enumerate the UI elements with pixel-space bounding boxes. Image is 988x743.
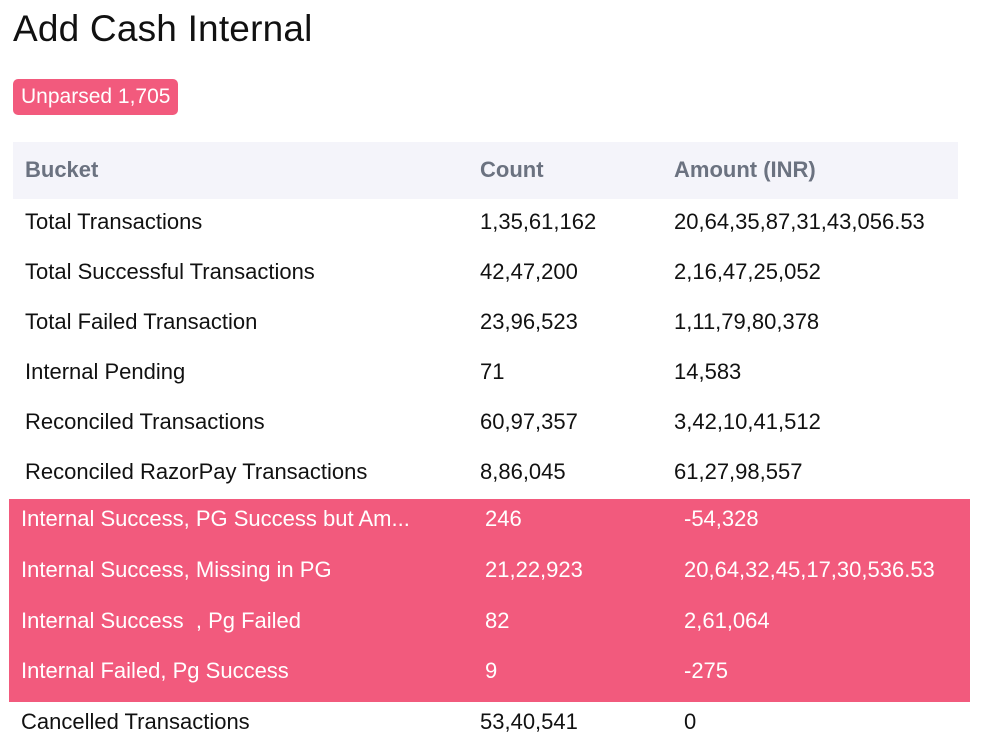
- cell-count: 23,96,523: [480, 309, 578, 334]
- highlighted-rows-block: [9, 499, 970, 702]
- cell-amount: 1,11,79,80,378: [674, 309, 820, 334]
- cell-amount: 14,583: [674, 359, 742, 384]
- table-row[interactable]: Total Transactions 1,35,61,162 20,64,35,…: [13, 199, 958, 249]
- cell-bucket: Internal Failed, Pg Success: [21, 658, 289, 683]
- table-row[interactable]: Total Failed Transaction 23,96,523 1,11,…: [13, 299, 958, 349]
- column-header-bucket: Bucket: [25, 157, 99, 182]
- cell-amount: 2,16,47,25,052: [674, 259, 821, 284]
- cell-count: 42,47,200: [480, 259, 578, 284]
- cell-amount: 2,61,064: [684, 608, 770, 633]
- table-row[interactable]: Internal Pending 71 14,583: [13, 349, 958, 399]
- table-row[interactable]: Reconciled RazorPay Transactions 8,86,04…: [13, 449, 958, 499]
- cell-count: 9: [485, 658, 498, 683]
- cell-count: 60,97,357: [480, 409, 578, 434]
- cell-amount: -275: [684, 658, 729, 683]
- cell-count: 71: [480, 359, 505, 384]
- table-row-highlighted[interactable]: Internal Failed, Pg Success 9 -275: [9, 648, 970, 698]
- cell-amount: 0: [684, 709, 697, 734]
- cell-bucket: Reconciled RazorPay Transactions: [25, 459, 368, 484]
- cell-count: 82: [485, 608, 510, 633]
- cell-count: 21,22,923: [485, 557, 583, 582]
- cell-bucket: Total Transactions: [25, 209, 203, 234]
- cell-count: 246: [485, 506, 522, 531]
- column-header-amount: Amount (INR): [674, 157, 816, 182]
- table-row-highlighted[interactable]: Internal Success , Pg Failed 82 2,61,064: [9, 598, 970, 648]
- cell-amount: 20,64,32,45,17,30,536.53: [684, 557, 935, 582]
- unparsed-badge[interactable]: Unparsed 1,705: [13, 79, 179, 115]
- table-row[interactable]: Cancelled Transactions 53,40,541 0: [9, 699, 954, 743]
- cell-bucket: Total Successful Transactions: [25, 259, 315, 284]
- cell-bucket: Internal Success , Pg Failed: [21, 608, 302, 633]
- table-row[interactable]: Total Successful Transactions 42,47,200 …: [13, 249, 958, 299]
- table-row-highlighted[interactable]: Internal Success, Missing in PG 21,22,92…: [9, 547, 970, 597]
- table-row-highlighted[interactable]: Internal Success, PG Success but Am... 2…: [9, 496, 970, 546]
- cell-bucket: Internal Success, PG Success but Am...: [21, 506, 410, 531]
- table-header: Bucket Count Amount (INR): [13, 142, 958, 199]
- cell-amount: -54,328: [684, 506, 759, 531]
- cell-bucket: Total Failed Transaction: [25, 309, 258, 334]
- page-title: Add Cash Internal: [13, 8, 313, 49]
- table-row[interactable]: Reconciled Transactions 60,97,357 3,42,1…: [13, 399, 958, 449]
- cell-amount: 3,42,10,41,512: [674, 409, 821, 434]
- cell-bucket: Internal Pending: [25, 359, 186, 384]
- cell-amount: 20,64,35,87,31,43,056.53: [674, 209, 925, 234]
- cell-amount: 61,27,98,557: [674, 459, 803, 484]
- column-header-count: Count: [480, 157, 544, 182]
- cell-count: 53,40,541: [480, 709, 578, 734]
- cell-count: 1,35,61,162: [480, 209, 597, 234]
- cell-bucket: Internal Success, Missing in PG: [21, 557, 332, 582]
- cell-count: 8,86,045: [480, 459, 566, 484]
- cell-bucket: Reconciled Transactions: [25, 409, 265, 434]
- cell-bucket: Cancelled Transactions: [21, 709, 250, 734]
